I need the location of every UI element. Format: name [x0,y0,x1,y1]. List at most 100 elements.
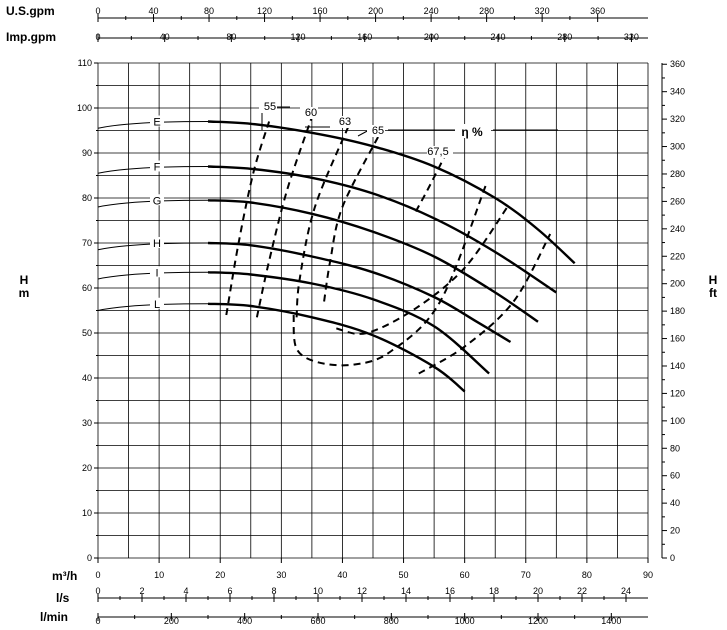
y-left-tick-label: 10 [82,508,92,518]
y-left-tick-label: 70 [82,238,92,248]
head-curve-g [207,199,539,323]
imp-gpm-tick-label: 120 [291,32,306,42]
efficiency-curve-65 [292,184,488,367]
grid-layer [97,62,649,559]
y-left-tick-label: 80 [82,193,92,203]
us-gpm-tick-label: 320 [535,6,550,16]
lpmin-tick-label: 400 [237,616,252,626]
head-curve-leader-i [97,271,209,280]
y-right-tick-label: 280 [670,169,685,179]
efficiency-curve-67-5 [414,152,448,212]
efficiency-label-63: 63 [339,116,351,128]
eff-label-bg [367,125,385,137]
efficiency-curve-63 [295,125,350,318]
lps-tick-label: 12 [357,586,367,596]
eff-label-bg [300,107,318,119]
y-right-tick-label: 100 [670,416,685,426]
imp-gpm-tick-label: 280 [557,32,572,42]
head-curve-l [207,302,466,393]
lpmin-tick-label: 1000 [455,616,475,626]
y-left-tick-label: 90 [82,148,92,158]
labels-layer: E F G H I L 55 60 63 65 67,5 η % [150,101,558,311]
curve-label-e: E [153,117,160,129]
efficiency-unit-label: η % [461,125,483,139]
lps-tick-label: 24 [621,586,631,596]
efficiency-label-60: 60 [305,107,317,119]
head-curve-h [207,241,512,344]
efficiency-curve-65 [323,134,380,302]
lps-tick-label: 20 [533,586,543,596]
x-tick-label: 60 [460,570,470,580]
lps-tick-label: 0 [95,586,100,596]
lpmin-tick-label: 600 [310,616,325,626]
us-gpm-tick-label: 200 [368,6,383,16]
lps-tick-label: 6 [227,586,232,596]
lps-tick-label: 16 [445,586,455,596]
lps-tick-label: 22 [577,586,587,596]
y-right-axis-unit: ft [709,286,717,300]
us-gpm-axis-label: U.S.gpm [6,4,55,18]
imp-gpm-axis-label: Imp.gpm [6,30,56,44]
lps-axis-label: l/s [56,591,70,605]
us-gpm-tick-label: 0 [95,6,100,16]
y-left-tick-label: 30 [82,418,92,428]
x-tick-label: 0 [95,570,100,580]
us-gpm-tick-label: 40 [149,6,159,16]
x-tick-label: 40 [337,570,347,580]
y-right-tick-label: 340 [670,87,685,97]
y-right-tick-label: 140 [670,361,685,371]
curve-label-bg [150,237,164,248]
lps-tick-label: 8 [271,586,276,596]
efficiency-label-55: 55 [264,101,276,113]
y-left-tick-label: 20 [82,463,92,473]
imp-gpm-tick-label: 240 [491,32,506,42]
eff-label-bg [259,101,277,113]
y-left-tick-label: 60 [82,283,92,293]
y-right-tick-label: 240 [670,224,685,234]
y-right-axis-label: H [709,273,718,287]
efficiency-curve-67-5 [418,233,552,375]
axes-layer: 0102030405060708090100110Hm0204060801001… [6,4,717,626]
us-gpm-tick-label: 80 [204,6,214,16]
x-axis-label: m³/h [52,569,77,583]
efficiency-layer [225,116,552,375]
y-right-tick-label: 360 [670,59,685,69]
y-right-tick-label: 0 [670,553,675,563]
imp-gpm-tick-label: 0 [95,32,100,42]
x-tick-label: 70 [521,570,531,580]
y-left-axis-label: H [20,273,29,287]
us-gpm-tick-label: 240 [424,6,439,16]
x-tick-label: 30 [276,570,286,580]
curve-label-bg [150,266,164,278]
head-curve-leader-h [97,242,209,251]
curve-label-bg [150,115,164,127]
x-tick-label: 90 [643,570,653,580]
curve-label-i: I [155,267,158,279]
head-curve-leader-l [97,303,209,311]
lps-tick-label: 18 [489,586,499,596]
imp-gpm-tick-label: 200 [424,32,439,42]
us-gpm-tick-label: 160 [313,6,328,16]
y-right-tick-label: 40 [670,498,680,508]
y-right-tick-label: 180 [670,306,685,316]
y-left-tick-label: 100 [77,103,92,113]
imp-gpm-tick-label: 80 [226,32,236,42]
x-tick-label: 20 [215,570,225,580]
head-curve-f [207,165,557,294]
head-curve-leader-e [97,121,209,129]
lpmin-axis-label: l/min [40,610,68,624]
imp-gpm-tick-label: 160 [357,32,372,42]
curves-layer [97,120,576,393]
imp-gpm-tick-label: 40 [160,32,170,42]
y-right-tick-label: 120 [670,388,685,398]
efficiency-curve-60 [255,116,313,318]
eff-label-bg [334,116,352,128]
lpmin-tick-label: 1400 [601,616,621,626]
eff-label-bg [427,146,453,158]
y-left-axis-unit: m [19,286,30,300]
y-right-tick-label: 80 [670,443,680,453]
lps-tick-label: 10 [313,586,323,596]
head-curve-leader-g [97,199,209,208]
lps-tick-label: 4 [183,586,188,596]
